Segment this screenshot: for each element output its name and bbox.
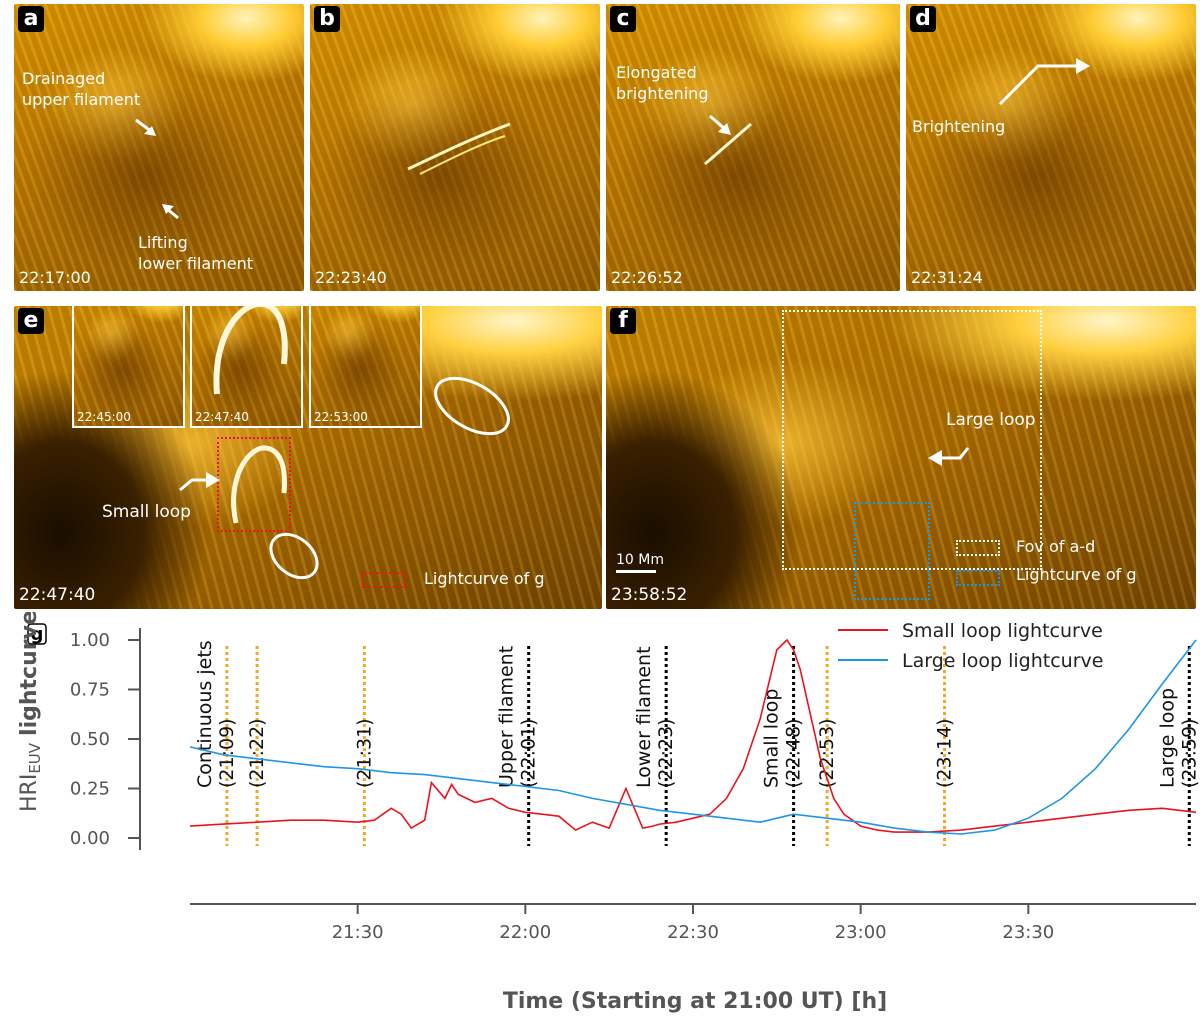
legend-label: Lightcurve of g xyxy=(424,569,545,588)
panel-label-g-text: g xyxy=(31,624,44,645)
panel-f: f Large loop Fov of a-d Lightcurve of g … xyxy=(606,306,1196,609)
annotation-brightening: Brightening xyxy=(912,117,1006,136)
arrow-icon xyxy=(162,204,179,220)
panel-label-g xyxy=(27,623,47,645)
y-tick-label: 0.00 xyxy=(70,828,110,849)
inset-image: 22:45:00 xyxy=(72,306,185,428)
panel-label-b: b xyxy=(314,6,340,32)
panel-time-c: 22:26:52 xyxy=(611,268,683,287)
event-name-label: Small loop xyxy=(761,689,783,788)
arrow-icon xyxy=(135,118,156,136)
bent-arrow-icon xyxy=(928,447,970,466)
x-axis-label: Time (Starting at 21:00 UT) [h] xyxy=(503,989,887,1014)
annotation-line: Drainaged xyxy=(22,69,106,88)
panel-e: e 22:45:00 22:47:40 22:53:00 Small loop … xyxy=(14,306,602,609)
ellipse-marker xyxy=(269,532,319,580)
x-tick-label: 22:00 xyxy=(499,922,551,943)
inset-image: 22:53:00 xyxy=(309,306,422,428)
y-tick-label: 1.00 xyxy=(70,630,110,651)
ellipse-marker xyxy=(434,376,510,436)
loop-icon xyxy=(213,306,288,395)
bent-arrow-icon xyxy=(998,58,1090,106)
brightening-streak-icon xyxy=(704,122,752,166)
legend-swatch-white xyxy=(956,540,1000,556)
large-loop-series-line xyxy=(189,639,1197,835)
y-tick-label: 0.50 xyxy=(70,729,110,750)
event-time-label: (21:09) xyxy=(216,718,238,788)
annotation-lifting: Lifting lower filament xyxy=(138,232,253,274)
panel-time-a: 22:17:00 xyxy=(19,268,91,287)
legend-label-small: Small loop lightcurve xyxy=(902,620,1103,642)
inset-time: 22:45:00 xyxy=(77,410,131,424)
event-time-label: (22:01) xyxy=(518,718,540,788)
x-tick-label: 23:00 xyxy=(835,922,887,943)
panel-time-f: 23:58:52 xyxy=(611,585,688,605)
lightcurve-chart: g 0.00 0.25 0.50 0.75 1.00 21:30 22:00 22:30 23:… xyxy=(17,612,1200,1014)
arrow-icon xyxy=(709,114,731,135)
scale-bar xyxy=(616,570,656,573)
small-loop-series-line xyxy=(189,638,1197,833)
event-time-label: (22:53) xyxy=(816,718,838,788)
annotation-line: Elongated xyxy=(616,63,697,82)
annotation-large-loop: Large loop xyxy=(946,410,1036,430)
event-name-label: Large loop xyxy=(1156,688,1178,788)
panel-c: c Elongated brightening 22:26:52 xyxy=(606,4,900,291)
event-name-label: Continuous jets xyxy=(194,640,216,788)
panel-label-a: a xyxy=(18,6,44,32)
panel-time-e: 22:47:40 xyxy=(19,585,96,605)
brightening-streak-icon xyxy=(407,122,511,175)
annotation-drainaged: Drainaged upper filament xyxy=(22,68,140,110)
legend-label: Fov of a-d xyxy=(1016,537,1096,556)
panel-time-d: 22:31:24 xyxy=(911,268,983,287)
event-time-label: (21:22) xyxy=(246,718,268,788)
event-time-label: (22:23) xyxy=(655,718,677,788)
x-tick-label: 23:30 xyxy=(1002,922,1054,943)
annotation-small-loop: Small loop xyxy=(102,502,191,522)
lightcurve-box xyxy=(217,437,291,532)
y-axis-label: HRIEUV lightcurve xyxy=(17,612,44,812)
annotation-line: Lifting xyxy=(138,233,188,252)
panel-b: b 22:23:40 xyxy=(310,4,600,291)
legend-swatch-red xyxy=(362,572,406,588)
event-time-label: (23:59) xyxy=(1178,718,1200,788)
scale-bar-label: 10 Mm xyxy=(616,552,664,568)
annotation-line: upper filament xyxy=(22,90,141,109)
event-time-label: (23:14) xyxy=(934,718,956,788)
small-loop-icon xyxy=(231,445,287,524)
event-time-label: (22:48) xyxy=(783,718,805,788)
panel-time-b: 22:23:40 xyxy=(315,268,387,287)
legend-label-large: Large loop lightcurve xyxy=(902,650,1103,672)
panel-label-d: d xyxy=(910,6,936,32)
panel-label-f: f xyxy=(610,308,636,334)
legend-label: Lightcurve of g xyxy=(1016,565,1137,584)
y-tick-label: 0.25 xyxy=(70,779,110,800)
y-tick-label: 0.75 xyxy=(70,680,110,701)
inset-time: 22:53:00 xyxy=(314,410,368,424)
annotation-line: lower filament xyxy=(138,254,253,273)
inset-image: 22:47:40 xyxy=(190,306,303,428)
panel-a: a Drainaged upper filament Lifting lower… xyxy=(14,4,304,291)
x-tick-label: 21:30 xyxy=(332,922,384,943)
panel-d: d Brightening 22:31:24 xyxy=(906,4,1196,291)
bent-arrow-icon xyxy=(179,472,220,492)
lightcurve-box xyxy=(854,502,930,600)
event-name-label: Upper filament xyxy=(496,646,518,788)
panel-label-e: e xyxy=(18,308,44,334)
event-name-label: Lower filament xyxy=(633,646,655,788)
fov-box xyxy=(782,310,1042,570)
event-time-label: (21:31) xyxy=(353,718,375,788)
inset-time: 22:47:40 xyxy=(195,410,249,424)
x-tick-label: 22:30 xyxy=(667,922,719,943)
annotation-line: brightening xyxy=(616,84,709,103)
legend-swatch-blue xyxy=(956,570,1000,586)
annotation-elongated: Elongated brightening xyxy=(616,62,708,104)
panel-label-c: c xyxy=(610,6,636,32)
